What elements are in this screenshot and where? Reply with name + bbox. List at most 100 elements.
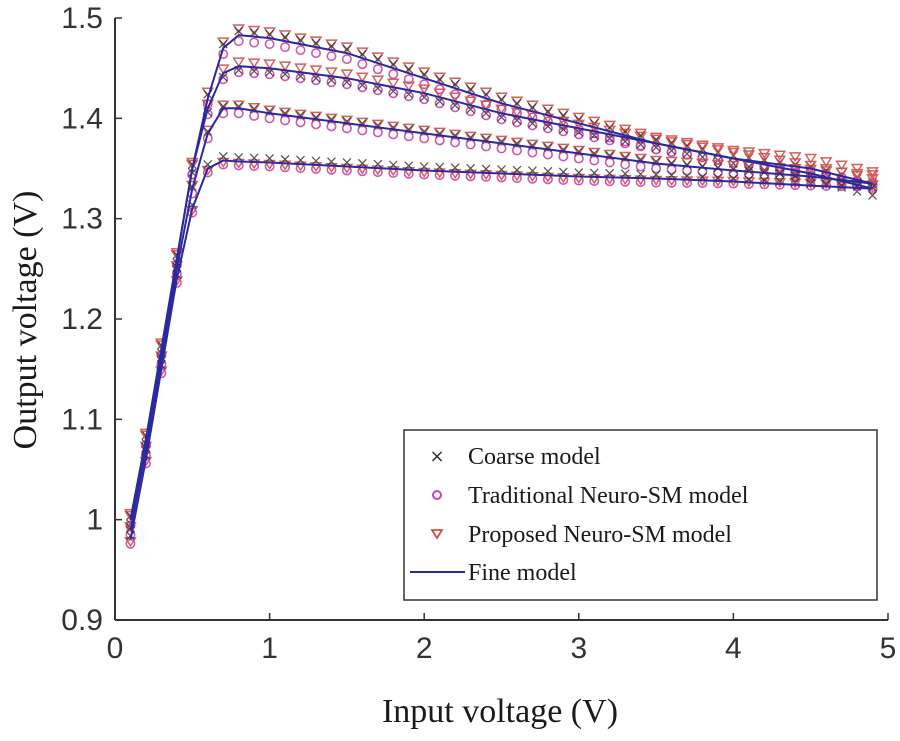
traditional-marker xyxy=(419,79,430,90)
traditional-marker xyxy=(511,117,522,128)
proposed-marker xyxy=(309,65,323,76)
proposed-marker xyxy=(526,171,539,183)
y-tick-label: 1.4 xyxy=(61,102,103,135)
traditional-marker xyxy=(496,114,507,125)
proposed-marker xyxy=(556,143,570,154)
proposed-marker xyxy=(448,129,462,140)
coarse-marker xyxy=(497,165,506,174)
proposed-marker xyxy=(232,57,246,68)
proposed-marker xyxy=(278,61,292,72)
y-tick-label: 0.9 xyxy=(61,604,103,637)
coarse-marker xyxy=(249,153,259,163)
proposed-marker xyxy=(495,135,508,146)
traditional-marker xyxy=(264,69,275,80)
y-tick-label: 1.2 xyxy=(61,303,103,336)
coarse-marker xyxy=(373,159,383,169)
traditional-marker xyxy=(589,132,600,143)
proposed-marker xyxy=(340,115,354,126)
coarse-marker xyxy=(249,28,259,37)
proposed-marker xyxy=(757,152,771,164)
proposed-marker xyxy=(618,128,632,139)
traditional-marker xyxy=(295,73,306,84)
proposed-marker xyxy=(727,147,740,158)
legend-entry-proposed: Proposed Neuro-SM model xyxy=(430,522,732,548)
coarse-marker xyxy=(265,29,275,39)
proposed-marker xyxy=(649,134,663,145)
coarse-marker xyxy=(589,168,599,178)
traditional-marker xyxy=(527,120,538,131)
traditional-marker xyxy=(326,77,337,88)
x-tick-label: 0 xyxy=(107,632,124,665)
coarse-marker xyxy=(558,167,568,177)
proposed-marker xyxy=(495,104,508,115)
proposed-marker xyxy=(247,58,261,69)
traditional-marker xyxy=(542,123,553,134)
proposed-marker xyxy=(433,127,447,138)
proposed-marker xyxy=(850,170,864,181)
coarse-marker xyxy=(868,182,877,192)
proposed-marker xyxy=(587,174,601,185)
coarse-marker xyxy=(249,66,259,76)
traditional-marker xyxy=(465,106,476,117)
legend-label-proposed: Proposed Neuro-SM model xyxy=(468,522,732,548)
proposed-marker xyxy=(665,137,678,148)
traditional-marker xyxy=(249,37,260,48)
coarse-marker xyxy=(234,153,244,162)
proposed-marker xyxy=(711,159,725,170)
traditional-marker xyxy=(326,51,337,62)
coarse-marker xyxy=(744,162,754,172)
coarse-marker xyxy=(713,163,723,173)
proposed-marker xyxy=(495,170,508,181)
proposed-marker xyxy=(804,153,818,164)
proposed-marker xyxy=(541,141,555,152)
proposed-marker xyxy=(556,116,570,127)
proposed-marker xyxy=(263,59,276,70)
x-axis-label: Input voltage (V) xyxy=(382,693,618,730)
proposed-marker xyxy=(866,167,879,178)
proposed-marker xyxy=(340,163,354,174)
proposed-marker xyxy=(603,149,617,160)
proposed-marker xyxy=(711,143,725,154)
coarse-marker xyxy=(698,161,707,171)
traditional-marker xyxy=(558,126,569,137)
traditional-marker xyxy=(403,74,414,85)
proposed-marker xyxy=(696,142,709,153)
coarse-marker xyxy=(311,156,321,166)
proposed-marker xyxy=(850,168,864,179)
proposed-marker xyxy=(510,171,524,182)
proposed-marker xyxy=(247,103,261,114)
legend-marker-x-icon: × xyxy=(429,446,444,467)
traditional-marker xyxy=(341,79,352,90)
proposed-marker xyxy=(618,151,632,162)
traditional-marker xyxy=(419,94,430,105)
legend-label-coarse: Coarse model xyxy=(468,444,601,470)
proposed-marker xyxy=(788,158,802,169)
traditional-marker xyxy=(249,68,260,79)
coarse-marker xyxy=(388,160,398,170)
proposed-marker xyxy=(201,165,215,176)
coarse-marker xyxy=(280,154,290,164)
coarse-marker xyxy=(527,166,537,176)
traditional-marker xyxy=(280,42,291,53)
proposed-marker xyxy=(448,168,462,180)
coarse-marker xyxy=(667,170,676,180)
proposed-marker xyxy=(464,96,477,107)
traditional-marker xyxy=(481,110,492,121)
legend-entry-traditional: Traditional Neuro-SM model xyxy=(432,483,749,509)
proposed-marker xyxy=(634,131,647,142)
proposed-marker xyxy=(294,109,307,120)
proposed-marker xyxy=(433,168,447,179)
traditional-marker xyxy=(295,45,306,56)
traditional-marker xyxy=(264,39,275,50)
traditional-marker xyxy=(620,138,631,149)
proposed-marker xyxy=(294,63,307,74)
legend-marker-triangle-icon xyxy=(430,529,444,540)
proposed-marker xyxy=(773,155,787,166)
proposed-marker xyxy=(185,159,199,170)
proposed-marker xyxy=(804,178,818,189)
proposed-marker xyxy=(526,139,539,150)
proposed-marker xyxy=(371,119,385,130)
legend-label-fine: Fine model xyxy=(468,560,577,586)
proposed-marker xyxy=(773,177,787,189)
coarse-marker xyxy=(296,155,305,165)
